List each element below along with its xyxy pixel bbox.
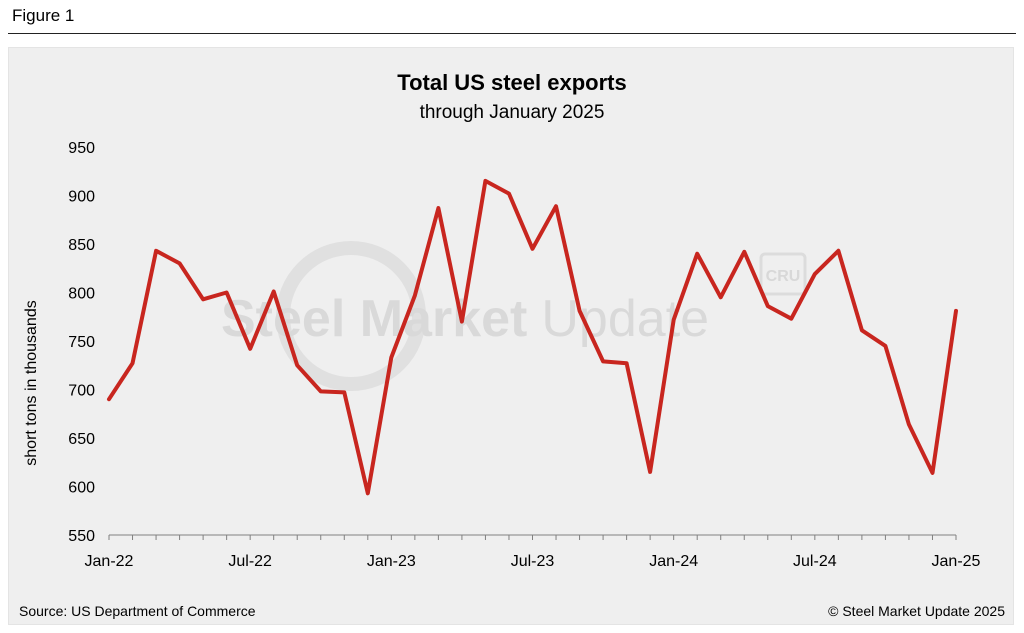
y-tick-label: 750: [68, 334, 95, 351]
data-point-May-23: [483, 179, 487, 183]
x-tick-label: Jul-23: [511, 553, 555, 570]
x-tick-label: Jan-23: [367, 553, 416, 570]
x-tick-label: Jul-24: [793, 553, 837, 570]
data-point-Jun-22: [225, 291, 229, 295]
data-point-Dec-24: [930, 471, 934, 475]
series-group: [107, 178, 958, 496]
data-point-Jul-22: [248, 347, 252, 351]
chart-panel: Steel Market Update CRU Total US steel ex…: [8, 47, 1014, 625]
source-note: Source: US Department of Commerce: [19, 603, 256, 619]
data-point-Jul-23: [531, 247, 535, 251]
data-point-Apr-22: [178, 261, 182, 265]
data-point-Nov-23: [625, 361, 629, 365]
data-point-Feb-23: [413, 293, 417, 297]
watermark-text: Steel Market Update: [221, 290, 709, 348]
data-point-Dec-23: [648, 470, 652, 474]
data-point-Feb-22: [131, 361, 135, 365]
y-tick-label: 800: [68, 286, 95, 303]
watermark-badge-frame: [759, 252, 807, 296]
data-point-Jun-23: [507, 192, 511, 196]
chart-subtitle: through January 2025: [420, 102, 605, 123]
data-point-May-22: [201, 297, 205, 301]
data-point-Aug-23: [554, 204, 558, 208]
data-point-Apr-24: [742, 250, 746, 254]
x-tick-label: Jul-22: [228, 553, 272, 570]
chart-title: Total US steel exports: [397, 70, 626, 95]
data-point-Nov-24: [907, 422, 911, 426]
data-point-Aug-22: [272, 290, 276, 294]
series-line-total-exports: [107, 178, 958, 496]
y-tick-label: 650: [68, 431, 95, 448]
data-point-Dec-22: [366, 491, 370, 495]
copyright-note: © Steel Market Update 2025: [828, 603, 1005, 619]
y-tick-label: 700: [68, 383, 95, 400]
data-point-Nov-22: [342, 390, 346, 394]
x-axis-ticks: [108, 535, 957, 540]
data-point-Apr-23: [460, 320, 464, 324]
data-point-Jul-24: [813, 272, 817, 276]
figure-label: Figure 1: [12, 6, 75, 25]
data-point-Oct-22: [319, 389, 323, 393]
data-point-Feb-24: [695, 252, 699, 256]
data-point-Jan-25: [954, 309, 958, 313]
data-point-Mar-23: [436, 206, 440, 210]
data-point-May-24: [766, 304, 770, 308]
data-point-Sep-24: [860, 328, 864, 332]
data-point-Jun-24: [789, 317, 793, 321]
y-tick-label: 850: [68, 237, 95, 254]
x-tick-label: Jan-22: [85, 553, 134, 570]
watermark: Steel Market Update CRU: [221, 241, 807, 391]
y-tick-label: 950: [68, 140, 95, 157]
data-point-Aug-24: [836, 249, 840, 253]
data-point-Jan-22: [107, 397, 111, 401]
x-tick-label: Jan-24: [649, 553, 698, 570]
data-point-Sep-23: [578, 309, 582, 313]
y-tick-label: 550: [68, 528, 95, 545]
x-tick-label: Jan-25: [932, 553, 981, 570]
data-point-Jan-24: [672, 318, 676, 322]
data-point-Mar-22: [154, 249, 158, 253]
figure-divider: [8, 33, 1016, 34]
data-point-Oct-23: [601, 359, 605, 363]
y-axis-ticks: 550 600 650 700 750 800 850 900 950: [68, 140, 95, 545]
watermark-text-light: Update: [541, 290, 709, 348]
y-tick-label: 600: [68, 480, 95, 497]
data-point-Sep-22: [295, 363, 299, 367]
x-axis-tick-labels: Jan-22 Jul-22 Jan-23 Jul-23 Jan-24 Jul-24 Jan-…: [85, 553, 981, 570]
watermark-text-bold: Steel Market: [221, 290, 527, 348]
y-tick-label: 900: [68, 189, 95, 206]
line-chart: Steel Market Update CRU Total US steel ex…: [19, 70, 1005, 619]
watermark-badge: CRU: [766, 268, 801, 285]
data-point-Mar-24: [719, 295, 723, 299]
data-point-Oct-24: [883, 344, 887, 348]
y-axis-label: short tons in thousands: [23, 300, 40, 465]
data-point-Jan-23: [389, 355, 393, 359]
